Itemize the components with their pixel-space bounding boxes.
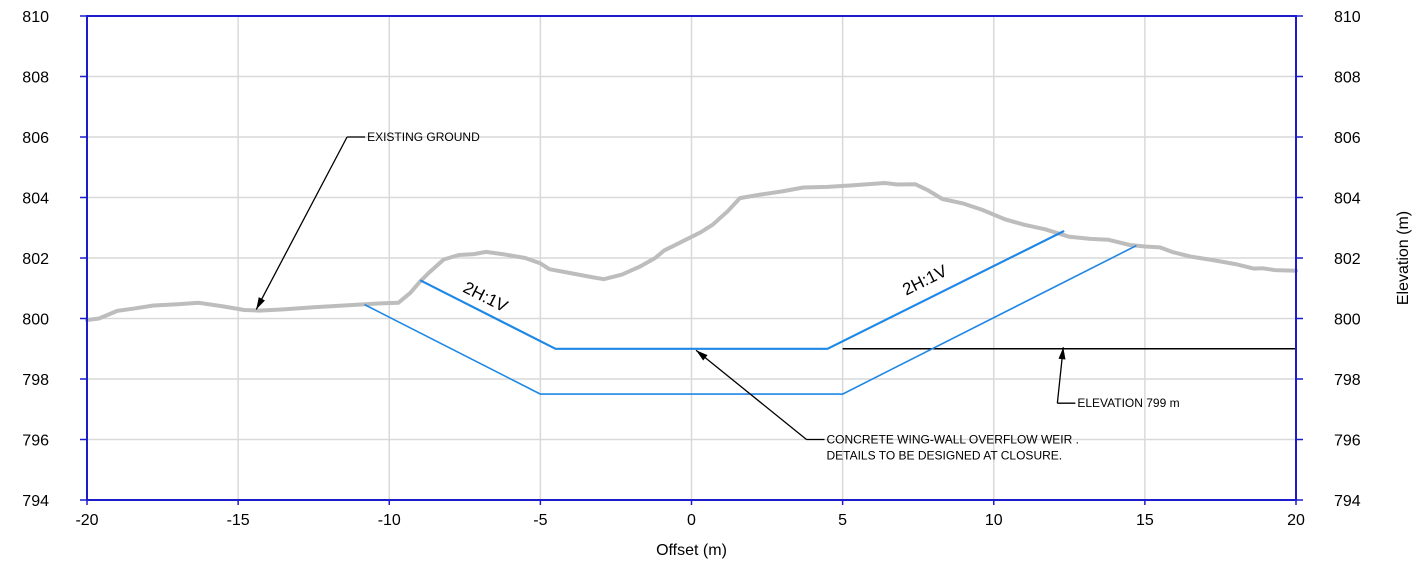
slope-label: 2H:1V <box>899 261 950 299</box>
y-tick-label-right: 804 <box>1334 191 1361 208</box>
x-axis-title: Offset (m) <box>656 542 727 559</box>
y-tick-label-left: 798 <box>22 372 49 389</box>
y-tick-label-left: 800 <box>22 312 49 329</box>
y-tick-label-left: 794 <box>22 493 49 510</box>
design-outer-line <box>364 245 1137 395</box>
y-tick-label-right: 802 <box>1334 251 1361 268</box>
y-axis-title: Elevation (m) <box>1395 211 1412 305</box>
y-tick-label-left: 802 <box>22 251 49 268</box>
x-tick-label: -20 <box>75 512 98 529</box>
y-tick-label-right: 798 <box>1334 372 1361 389</box>
annotation-leader-existing_ground <box>255 136 348 310</box>
y-tick-label-right: 794 <box>1334 493 1361 510</box>
annotation-text-weir: CONCRETE WING-WALL OVERFLOW WEIR . <box>826 433 1078 447</box>
grid <box>87 16 1296 500</box>
y-tick-label-right: 806 <box>1334 130 1361 147</box>
series-group <box>85 181 1298 395</box>
annotation-leader-weir <box>695 349 807 441</box>
slope-labels: 2H:1V 2H:1V <box>460 261 951 316</box>
existing-ground-line <box>85 181 1298 322</box>
y-tick-label-right: 810 <box>1334 9 1361 26</box>
y-tick-label-left: 806 <box>22 130 49 147</box>
x-tick-label: 10 <box>985 512 1003 529</box>
y-tick-label-left: 810 <box>22 9 49 26</box>
annotation-text-elevation: ELEVATION 799 m <box>1077 396 1179 410</box>
x-tick-label: -15 <box>227 512 250 529</box>
x-tick-label: 0 <box>687 512 696 529</box>
annotation-arrow-weir <box>696 350 708 361</box>
tick-labels: -20 -15 -10 -5 0 5 10 15 20 794 794 796 796 798 798 800… <box>22 9 1361 529</box>
x-tick-label: 15 <box>1136 512 1154 529</box>
design-inner-line <box>419 230 1065 350</box>
slope-label: 2H:1V <box>460 278 511 317</box>
x-tick-label: -10 <box>378 512 401 529</box>
x-tick-label: -5 <box>533 512 547 529</box>
annotation-arrow-elevation <box>1058 347 1066 360</box>
annotation-arrow-existing_ground <box>256 297 265 310</box>
annotation-text-existing_ground: EXISTING GROUND <box>367 130 480 144</box>
y-tick-label-right: 796 <box>1334 433 1361 450</box>
plot-frame <box>80 15 1303 505</box>
annotations: EXISTING GROUND CONCRETE WING-WALL OVERFL… <box>255 130 1180 463</box>
y-tick-label-right: 800 <box>1334 312 1361 329</box>
y-tick-label-left: 808 <box>22 70 49 87</box>
y-tick-label-left: 796 <box>22 433 49 450</box>
x-tick-label: 20 <box>1287 512 1305 529</box>
x-tick-label: 5 <box>838 512 847 529</box>
annotation-text-weir: DETAILS TO BE DESIGNED AT CLOSURE. <box>826 449 1062 463</box>
y-tick-label-left: 804 <box>22 191 49 208</box>
y-tick-label-right: 808 <box>1334 70 1361 87</box>
